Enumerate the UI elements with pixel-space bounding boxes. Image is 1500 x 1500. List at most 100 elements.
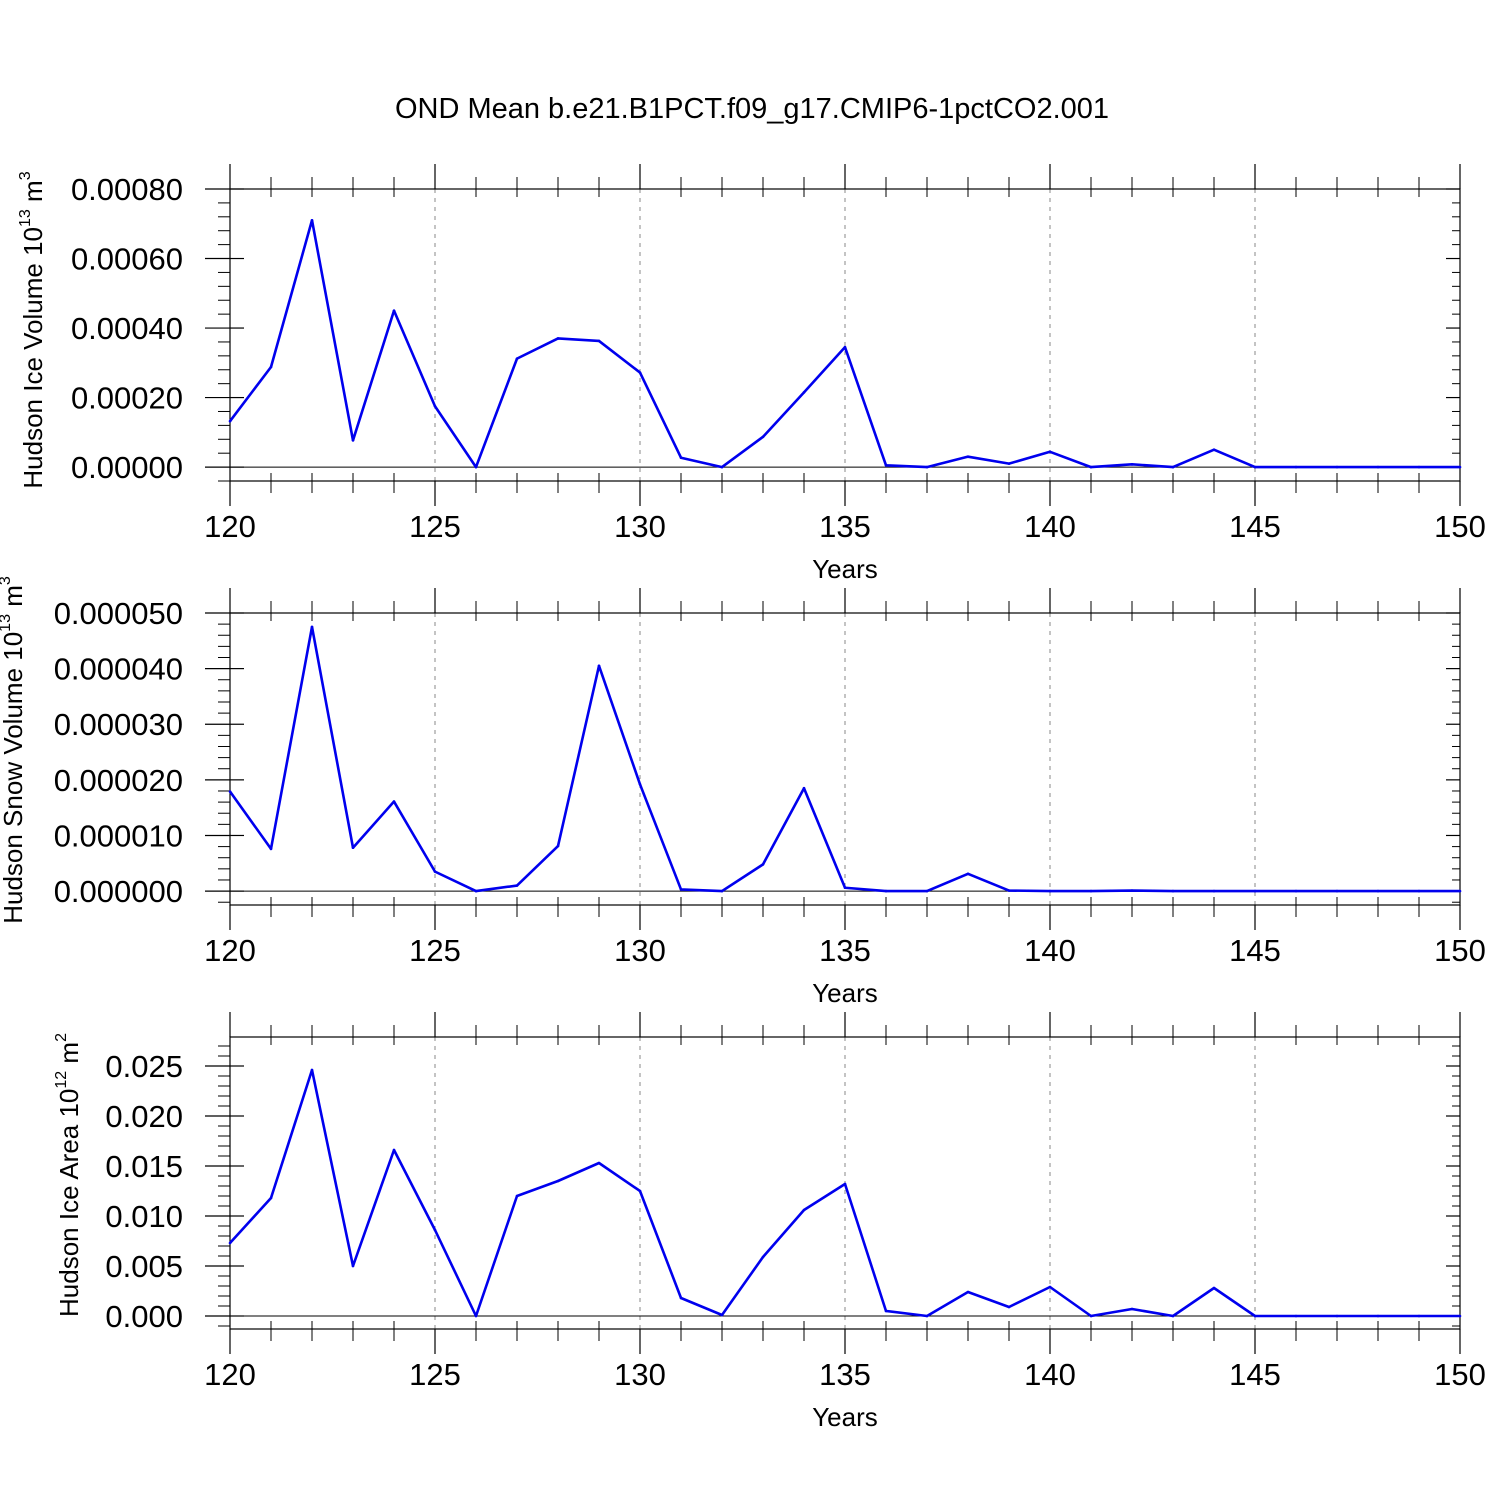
data-point — [1089, 465, 1093, 469]
data-point — [638, 783, 642, 786]
data-point — [597, 1161, 601, 1165]
x-tick-label: 130 — [614, 1357, 666, 1392]
data-point — [269, 365, 273, 369]
data-point — [761, 435, 765, 439]
data-point — [884, 464, 888, 467]
x-axis-label: Years — [812, 1402, 878, 1432]
data-point — [597, 664, 601, 668]
y-tick-label: 0.000000 — [54, 874, 183, 909]
data-point — [1335, 1314, 1339, 1318]
x-tick-label: 125 — [409, 1357, 461, 1392]
data-point — [556, 844, 560, 848]
data-point — [1007, 1305, 1011, 1309]
y-axis-label: Hudson Snow Volume 1013 m3 — [0, 576, 28, 924]
data-point — [1335, 465, 1339, 469]
x-axis-label: Years — [812, 978, 878, 1008]
y-axis-label-superscript: 3 — [0, 576, 14, 585]
data-point — [310, 1068, 314, 1072]
data-point — [925, 889, 929, 893]
data-point — [720, 1313, 724, 1317]
x-tick-label: 140 — [1024, 1357, 1076, 1392]
y-axis-label-superscript: 13 — [0, 614, 14, 632]
data-point — [228, 419, 232, 423]
y-tick-label: 0.000030 — [54, 707, 183, 742]
panel-2: 120 125 130 135 140 145 150 0.000000 0.000010 0.0… — [0, 576, 1486, 1008]
data-point — [351, 1264, 355, 1268]
x-tick-label: 130 — [614, 509, 666, 544]
data-point — [474, 1314, 478, 1318]
data-point — [1417, 465, 1421, 469]
data-point — [1376, 1314, 1380, 1318]
y-axis-label: Hudson Ice Volume 1013 m3 — [17, 171, 48, 488]
data-point — [1458, 465, 1462, 469]
x-tick-label: 150 — [1434, 933, 1486, 968]
y-tick-label: 0.000040 — [54, 652, 183, 687]
data-point — [761, 1255, 765, 1259]
data-point — [515, 1194, 519, 1198]
y-axis-label-superscript: 12 — [53, 1071, 70, 1089]
data-point — [679, 456, 683, 460]
x-tick-label: 145 — [1229, 933, 1281, 968]
data-point — [515, 884, 519, 887]
y-axis-label-text: Hudson Ice Volume 10 — [18, 227, 48, 489]
data-point — [843, 1182, 847, 1186]
x-tick-label: 150 — [1434, 509, 1486, 544]
data-point — [351, 439, 355, 442]
data-point — [1130, 463, 1134, 466]
data-point — [474, 465, 478, 469]
y-axis-label-text: m — [18, 180, 48, 209]
data-point — [1048, 889, 1052, 893]
data-point — [1089, 1314, 1093, 1318]
x-tick-label: 145 — [1229, 1357, 1281, 1392]
x-tick-label: 140 — [1024, 933, 1076, 968]
data-point — [515, 357, 519, 360]
data-point — [433, 1228, 437, 1232]
y-axis-label-text: m — [54, 1042, 84, 1071]
data-point — [843, 886, 847, 890]
data-point — [433, 870, 437, 873]
data-point — [761, 863, 765, 866]
data-point — [310, 218, 314, 222]
data-point — [597, 339, 601, 343]
data-point — [1294, 1314, 1298, 1318]
panel-3: 120 125 130 135 140 145 150 0.000 0.005 0.010 0.01… — [53, 1012, 1486, 1432]
y-axis-label-text: m — [0, 585, 28, 614]
y-tick-label: 0.000050 — [54, 596, 183, 631]
data-point — [1376, 889, 1380, 893]
data-point — [1253, 465, 1257, 469]
data-point — [925, 1314, 929, 1318]
data-point — [925, 465, 929, 469]
data-point — [556, 1179, 560, 1183]
data-point — [1253, 1314, 1257, 1318]
x-tick-label: 145 — [1229, 509, 1281, 544]
y-tick-label: 0.00080 — [71, 172, 183, 207]
x-axis-label: Years — [812, 554, 878, 584]
figure-title: OND Mean b.e21.B1PCT.f09_g17.CMIP6-1pctC… — [395, 93, 1109, 125]
x-tick-label: 150 — [1434, 1357, 1486, 1392]
data-point — [802, 391, 806, 394]
data-point — [1171, 889, 1175, 893]
y-tick-label: 0.00000 — [71, 450, 183, 485]
y-axis-label-text: Hudson Snow Volume 10 — [0, 632, 28, 924]
data-point — [1007, 462, 1011, 465]
data-point — [1376, 465, 1380, 469]
data-point — [1335, 889, 1339, 893]
panels-container: 120 125 130 135 140 145 150 0.00000 0.00020 0.000… — [0, 164, 1486, 1432]
y-axis-label-superscript: 13 — [17, 209, 34, 227]
data-point — [638, 1189, 642, 1193]
x-tick-label: 130 — [614, 933, 666, 968]
data-point — [310, 625, 314, 629]
data-point — [1048, 450, 1052, 454]
data-point — [679, 1296, 683, 1300]
data-point — [1212, 1286, 1216, 1290]
data-point — [966, 455, 970, 458]
data-point — [1130, 889, 1134, 892]
data-point — [1212, 448, 1216, 452]
data-point — [966, 1290, 970, 1294]
data-point — [720, 889, 724, 893]
x-tick-label: 140 — [1024, 509, 1076, 544]
data-point — [1253, 889, 1257, 893]
x-tick-label: 125 — [409, 933, 461, 968]
